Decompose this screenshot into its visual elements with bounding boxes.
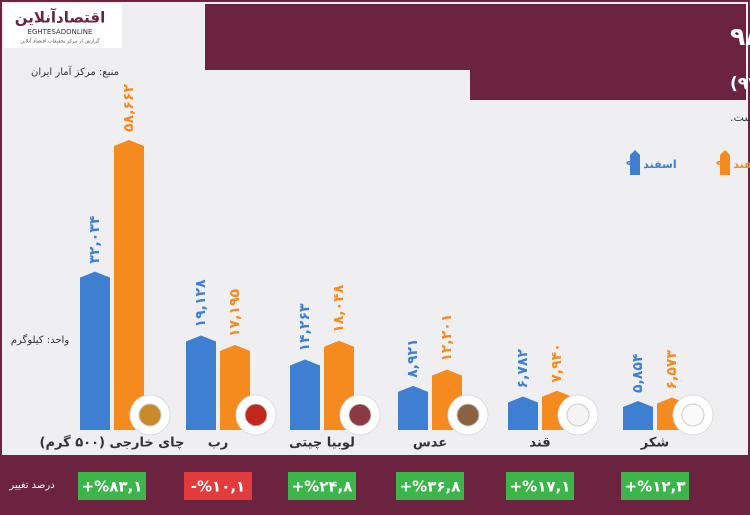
bar <box>623 401 653 430</box>
value-label: ۱۸,۰۴۸ <box>331 284 347 332</box>
subtitle: (مقایسه با مدت مشابه سال ۹۷) <box>730 74 750 94</box>
category-label: قند <box>529 436 550 451</box>
change-value: +%۱۲,۳ <box>625 478 686 496</box>
item-image-inner <box>681 403 705 427</box>
change-value: +%۸۳,۱ <box>82 478 143 496</box>
legend-swatch <box>630 150 640 175</box>
unit-label: واحد: کیلوگرم <box>11 334 69 346</box>
change-box <box>78 472 146 500</box>
value-label: ۱۲,۲۰۱ <box>439 314 455 362</box>
source: منبع: مرکز آمار ایران <box>31 65 119 78</box>
bar <box>80 271 110 430</box>
item-image-inner <box>566 403 590 427</box>
value-label: ۵,۸۵۴ <box>630 353 646 393</box>
title-box <box>205 4 746 100</box>
value-label: ۶,۷۸۲ <box>515 349 531 389</box>
change-value: +%۳۶,۸ <box>400 478 461 496</box>
value-label: ۵۸,۶۶۲ <box>121 84 137 132</box>
logo-box <box>4 4 122 48</box>
logo-tagline: گزارش از مرکز تحقیقات اقتصاد آنلاین <box>20 38 100 45</box>
bar <box>186 335 216 430</box>
change-box <box>506 472 574 500</box>
bar <box>398 385 428 430</box>
item-image-inner <box>244 403 268 427</box>
item-image-inner <box>348 403 372 427</box>
value-label: ۱۷,۱۹۵ <box>227 288 243 336</box>
change-value: -%۱۰,۱ <box>191 478 245 496</box>
logo-name: اقتصادآنلاین <box>15 9 106 27</box>
change-value: +%۱۷,۱ <box>510 478 571 496</box>
category-label: شکر <box>640 436 669 451</box>
bar <box>114 140 144 430</box>
legend-swatch <box>720 150 730 175</box>
value-label: ۷,۹۴۰ <box>549 343 565 383</box>
bar <box>508 396 538 430</box>
legend-label: اسفند ۹۸ <box>716 158 750 171</box>
category-label: رب <box>208 436 229 451</box>
item-image-inner <box>456 403 480 427</box>
title: قیمت اقلام مصرفی در اسفندماه ۹۸ <box>730 22 750 52</box>
change-box <box>184 472 252 500</box>
value-label: ۱۴,۲۶۳ <box>297 303 313 351</box>
category-label: عدس <box>413 436 447 451</box>
change-box <box>288 472 356 500</box>
bar <box>290 359 320 430</box>
change-label: درصد تغییر <box>8 480 54 491</box>
value-label: ۸,۹۲۱ <box>405 338 421 378</box>
item-image-inner <box>138 403 162 427</box>
category-label: لوبیا چیتی <box>289 436 355 451</box>
value-label: ۳۲,۰۳۴ <box>87 215 103 263</box>
logo-latin: EGHTESADONLINE <box>28 28 93 36</box>
legend-label: اسفند ۹۷ <box>626 158 677 171</box>
change-box <box>621 472 689 500</box>
change-value: +%۲۴,۸ <box>292 478 353 496</box>
category-label: چای خارجی (۵۰۰ گرم) <box>40 435 185 451</box>
change-box <box>396 472 464 500</box>
note: قیمت‌ها به تومان و میانگین ماه است. <box>730 111 750 124</box>
value-label: ۱۹,۱۲۸ <box>193 279 209 327</box>
value-label: ۶,۵۷۳ <box>664 350 680 390</box>
